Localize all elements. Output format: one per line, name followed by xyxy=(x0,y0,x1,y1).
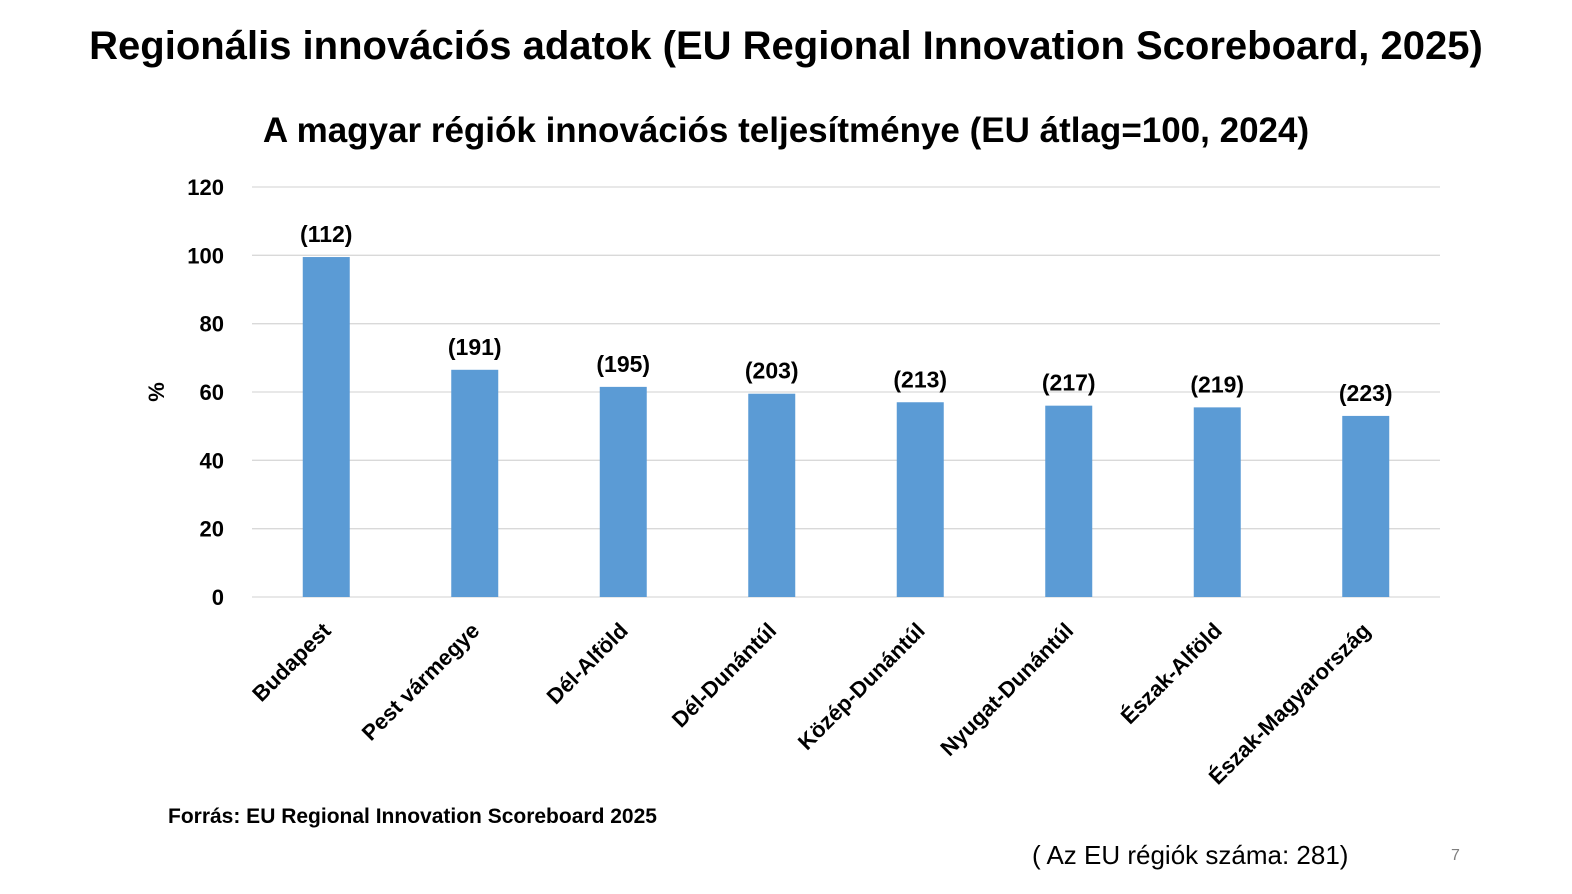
y-tick-label: 120 xyxy=(187,175,224,200)
source-note: Forrás: EU Regional Innovation Scoreboar… xyxy=(168,805,657,828)
data-label: (223) xyxy=(1339,380,1393,406)
y-tick-label: 100 xyxy=(187,243,224,268)
data-label: (112) xyxy=(300,221,352,247)
y-axis-label: % xyxy=(144,382,169,402)
y-tick-label: 20 xyxy=(200,517,224,542)
category-label: Dél-Alföld xyxy=(542,618,633,709)
bar-nyugat-dunántúl xyxy=(1045,405,1093,597)
y-tick-label: 40 xyxy=(200,448,224,473)
slide-title: Regionális innovációs adatok (EU Regiona… xyxy=(89,24,1483,68)
category-label: Észak-Alföld xyxy=(1116,618,1227,729)
bar-budapest xyxy=(302,257,350,597)
data-labels: (112) (191) (195) (203) (213) (217) (219) (223) xyxy=(300,221,1393,406)
slide-number: 7 xyxy=(1451,847,1460,864)
category-label: Közép-Dunántúl xyxy=(793,618,930,755)
chart-title: A magyar régiók innovációs teljesítménye… xyxy=(263,111,1309,150)
category-labels: Budapest Pest vármegye Dél-Alföld Dél-Dunán… xyxy=(247,617,1375,789)
data-label: (219) xyxy=(1190,371,1244,397)
bars xyxy=(302,257,1390,597)
bar-pest-vármegye xyxy=(451,369,499,597)
data-label: (195) xyxy=(596,351,650,377)
category-label: Nyugat-Dunántúl xyxy=(935,618,1078,761)
data-label: (191) xyxy=(448,334,502,360)
data-label: (213) xyxy=(893,366,947,392)
category-label: Budapest xyxy=(247,617,336,706)
region-count-note: ( Az EU régiók száma: 281) xyxy=(1032,840,1349,870)
category-label: Észak-Magyarország xyxy=(1204,618,1376,790)
bar-észak-magyarország xyxy=(1342,415,1390,597)
category-label: Dél-Dunántúl xyxy=(667,618,781,732)
y-tick-label: 80 xyxy=(200,312,224,337)
data-label: (217) xyxy=(1042,370,1096,396)
y-axis-ticks: 0 20 40 60 80 100 120 xyxy=(187,175,224,610)
y-tick-label: 60 xyxy=(200,380,224,405)
data-label: (203) xyxy=(745,358,799,384)
bar-dél-alföld xyxy=(599,386,647,597)
gridlines xyxy=(252,186,1440,598)
category-label: Pest vármegye xyxy=(357,618,485,746)
bar-közép-dunántúl xyxy=(896,402,944,597)
bar-észak-alföld xyxy=(1193,407,1241,597)
y-tick-label: 0 xyxy=(212,585,224,610)
bar-dél-dunántúl xyxy=(748,393,796,597)
